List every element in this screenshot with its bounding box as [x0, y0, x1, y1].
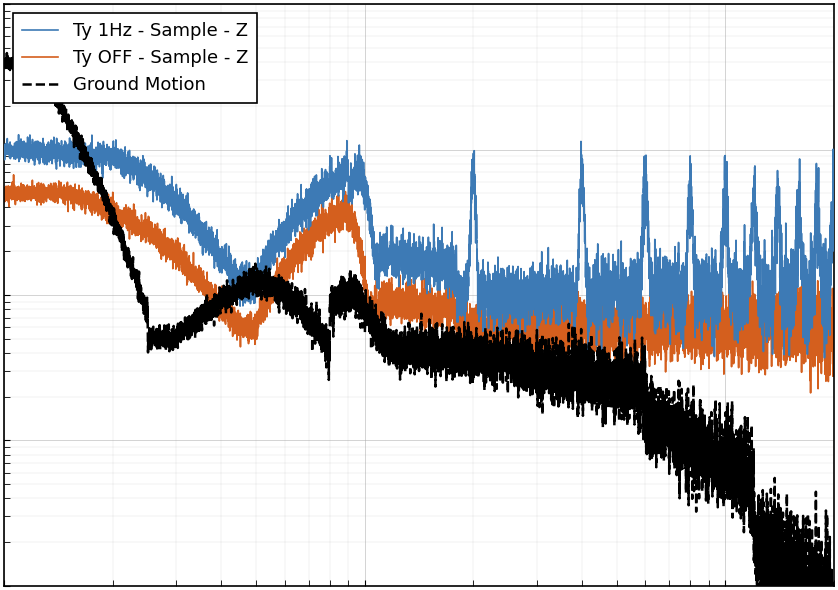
Ty OFF - Sample - Z — [0, 188, 9, 195]
Ty 1Hz - Sample - Z — [829, 203, 838, 210]
Ty OFF - Sample - Z — [805, 389, 815, 396]
Line: Ty 1Hz - Sample - Z: Ty 1Hz - Sample - Z — [4, 135, 834, 362]
Ty 1Hz - Sample - Z — [614, 296, 624, 303]
Ground Motion — [300, 296, 310, 303]
Legend: Ty 1Hz - Sample - Z, Ty OFF - Sample - Z, Ground Motion: Ty 1Hz - Sample - Z, Ty OFF - Sample - Z… — [13, 13, 257, 103]
Ground Motion — [659, 448, 669, 455]
Line: Ground Motion: Ground Motion — [4, 51, 834, 590]
Ty OFF - Sample - Z — [41, 186, 51, 194]
Ty OFF - Sample - Z — [614, 313, 624, 320]
Ty OFF - Sample - Z — [829, 366, 838, 373]
Ty 1Hz - Sample - Z — [526, 294, 536, 301]
Ground Motion — [490, 343, 500, 350]
Ty 1Hz - Sample - Z — [582, 359, 592, 366]
Ground Motion — [526, 350, 536, 358]
Ground Motion — [23, 47, 33, 54]
Ground Motion — [0, 64, 9, 71]
Ty OFF - Sample - Z — [300, 244, 310, 251]
Ground Motion — [829, 580, 838, 587]
Ty OFF - Sample - Z — [490, 311, 500, 318]
Ground Motion — [614, 375, 624, 382]
Ty 1Hz - Sample - Z — [41, 150, 51, 158]
Ty OFF - Sample - Z — [8, 171, 18, 178]
Ty 1Hz - Sample - Z — [300, 205, 310, 212]
Ty 1Hz - Sample - Z — [13, 131, 23, 138]
Ty 1Hz - Sample - Z — [659, 307, 669, 314]
Ground Motion — [41, 78, 51, 86]
Ty OFF - Sample - Z — [659, 312, 669, 319]
Ty 1Hz - Sample - Z — [490, 297, 500, 304]
Ty OFF - Sample - Z — [526, 300, 536, 307]
Line: Ty OFF - Sample - Z: Ty OFF - Sample - Z — [4, 175, 834, 393]
Ty 1Hz - Sample - Z — [0, 145, 9, 152]
